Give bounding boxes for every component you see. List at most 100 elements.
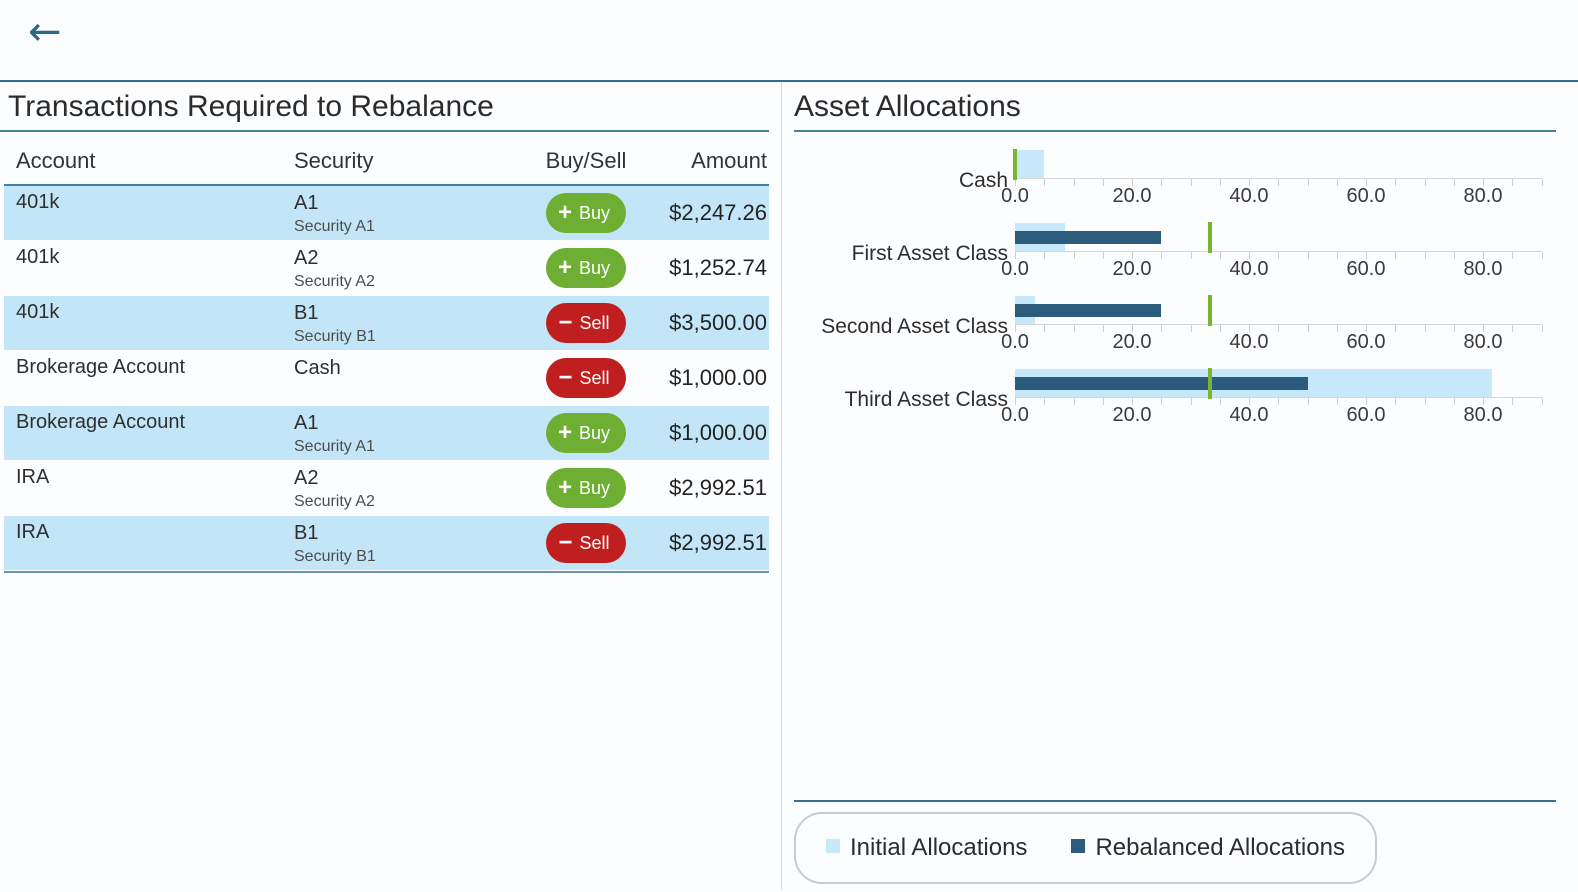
axis-tick bbox=[1424, 325, 1426, 332]
buy-button[interactable]: + Buy bbox=[545, 248, 627, 288]
axis-tick bbox=[1161, 252, 1163, 259]
security-ticker: A2 bbox=[294, 467, 319, 489]
asset-class-label: Second Asset Class bbox=[821, 315, 1008, 338]
legend-swatch-icon bbox=[826, 839, 840, 853]
security-cell: B1 Security B1 bbox=[294, 516, 530, 570]
axis-tick bbox=[1015, 252, 1016, 259]
sell-button[interactable]: − Sell bbox=[546, 523, 626, 563]
axis-tick bbox=[1395, 179, 1397, 186]
axis-tick bbox=[1483, 179, 1484, 186]
minus-icon: − bbox=[558, 309, 573, 336]
chart-row: Third Asset Class 0.0 20.0 40.0 60.0 80.0 bbox=[782, 355, 1578, 428]
buy-button[interactable]: + Buy bbox=[545, 193, 627, 233]
top-bar: ← bbox=[0, 0, 1578, 82]
axis-tick-label: 40.0 bbox=[1229, 404, 1269, 426]
x-axis bbox=[1015, 324, 1542, 325]
chart-legend: Initial Allocations Rebalanced Allocation… bbox=[794, 812, 1377, 884]
axis-tick bbox=[1307, 325, 1309, 332]
axis-tick-label: 80.0 bbox=[1463, 185, 1503, 207]
axis-tick bbox=[1219, 179, 1221, 186]
axis-tick bbox=[1512, 398, 1514, 405]
axis-tick-label: 0.0 bbox=[1001, 331, 1029, 353]
account-cell: Brokerage Account bbox=[16, 356, 185, 378]
axis-tick bbox=[1249, 398, 1250, 405]
asset-class-label: First Asset Class bbox=[851, 242, 1008, 265]
security-cell: A2 Security A2 bbox=[294, 461, 530, 515]
security-ticker: A1 bbox=[294, 192, 319, 214]
account-cell: IRA bbox=[16, 521, 50, 543]
axis-tick bbox=[1395, 398, 1397, 405]
axis-tick bbox=[1541, 179, 1543, 186]
axis-tick bbox=[1161, 325, 1163, 332]
asset-class-label: Cash bbox=[958, 169, 1008, 192]
action-cell: − Sell bbox=[530, 516, 642, 570]
axis-tick bbox=[1453, 252, 1455, 259]
security-cell: A2 Security A2 bbox=[294, 241, 530, 295]
x-axis bbox=[1015, 178, 1542, 179]
axis-tick-label: 0.0 bbox=[1001, 185, 1029, 207]
sell-button[interactable]: − Sell bbox=[546, 303, 626, 343]
axis-tick bbox=[1073, 179, 1075, 186]
axis-tick bbox=[1483, 252, 1484, 259]
axis-tick bbox=[1336, 398, 1338, 405]
x-axis bbox=[1015, 251, 1542, 252]
axis-tick bbox=[1219, 398, 1221, 405]
legend-swatch-icon bbox=[1071, 839, 1086, 853]
action-label: Sell bbox=[579, 367, 610, 388]
axis-tick bbox=[1015, 398, 1016, 405]
transactions-panel: Transactions Required to Rebalance Accou… bbox=[0, 82, 782, 890]
spacer bbox=[782, 428, 1578, 800]
axis-tick-label: 60.0 bbox=[1346, 185, 1386, 207]
security-name: Security B1 bbox=[294, 328, 376, 345]
security-name: Security A1 bbox=[294, 438, 375, 455]
axis-tick bbox=[1424, 179, 1426, 186]
account-cell: 401k bbox=[16, 246, 60, 268]
axis-tick bbox=[1132, 179, 1133, 186]
action-label: Buy bbox=[578, 422, 611, 443]
sell-button[interactable]: − Sell bbox=[546, 358, 626, 398]
security-name: Security A2 bbox=[294, 493, 375, 510]
axis-tick bbox=[1073, 398, 1075, 405]
axis-tick bbox=[1366, 252, 1367, 259]
action-cell: + Buy bbox=[530, 186, 642, 240]
axis-tick bbox=[1219, 325, 1221, 332]
back-button[interactable]: ← bbox=[20, 8, 70, 56]
axis-tick bbox=[1190, 252, 1192, 259]
initial-allocation-bar bbox=[1015, 150, 1045, 178]
axis-tick bbox=[1541, 398, 1543, 405]
axis-tick bbox=[1366, 179, 1367, 186]
plus-icon: + bbox=[557, 474, 572, 501]
axis-tick bbox=[1190, 325, 1192, 332]
axis-tick bbox=[1336, 179, 1338, 186]
security-ticker: Cash bbox=[294, 357, 341, 379]
axis-tick-label: 20.0 bbox=[1112, 185, 1152, 207]
axis-tick bbox=[1249, 325, 1250, 332]
axis-tick-label: 80.0 bbox=[1463, 404, 1503, 426]
axis-tick-label: 40.0 bbox=[1229, 185, 1269, 207]
axis-tick bbox=[1044, 398, 1046, 405]
axis-tick bbox=[1278, 325, 1280, 332]
amount-cell: $1,000.00 bbox=[669, 420, 767, 445]
table-row: Brokerage Account A1 Security A1 + Buy $1,000… bbox=[4, 406, 769, 461]
target-allocation-marker bbox=[1013, 149, 1017, 180]
buy-button[interactable]: + Buy bbox=[545, 413, 627, 453]
action-cell: − Sell bbox=[530, 296, 642, 350]
security-ticker: B1 bbox=[294, 302, 319, 324]
axis-tick bbox=[1249, 179, 1250, 186]
security-cell: A1 Security A1 bbox=[294, 186, 530, 240]
table-row: Brokerage Account Cash − Sell $1,000.00 bbox=[4, 351, 769, 406]
column-header-account: Account bbox=[16, 148, 96, 173]
action-label: Sell bbox=[579, 532, 610, 553]
axis-tick-label: 60.0 bbox=[1346, 331, 1386, 353]
axis-tick bbox=[1307, 179, 1309, 186]
security-cell: B1 Security B1 bbox=[294, 296, 530, 350]
security-name: Security A1 bbox=[294, 218, 375, 235]
axis-tick bbox=[1366, 325, 1367, 332]
axis-tick bbox=[1366, 398, 1367, 405]
table-row: IRA A2 Security A2 + Buy $2,992.51 bbox=[4, 461, 769, 516]
axis-tick bbox=[1132, 252, 1133, 259]
legend-label: Rebalanced Allocations bbox=[1095, 834, 1345, 861]
axis-tick bbox=[1541, 252, 1543, 259]
buy-button[interactable]: + Buy bbox=[545, 468, 627, 508]
axis-tick bbox=[1483, 398, 1484, 405]
